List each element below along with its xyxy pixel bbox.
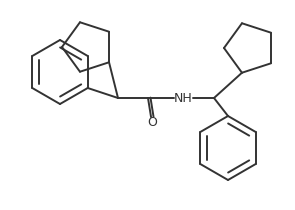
Text: NH: NH (174, 92, 192, 105)
Text: O: O (147, 117, 157, 130)
